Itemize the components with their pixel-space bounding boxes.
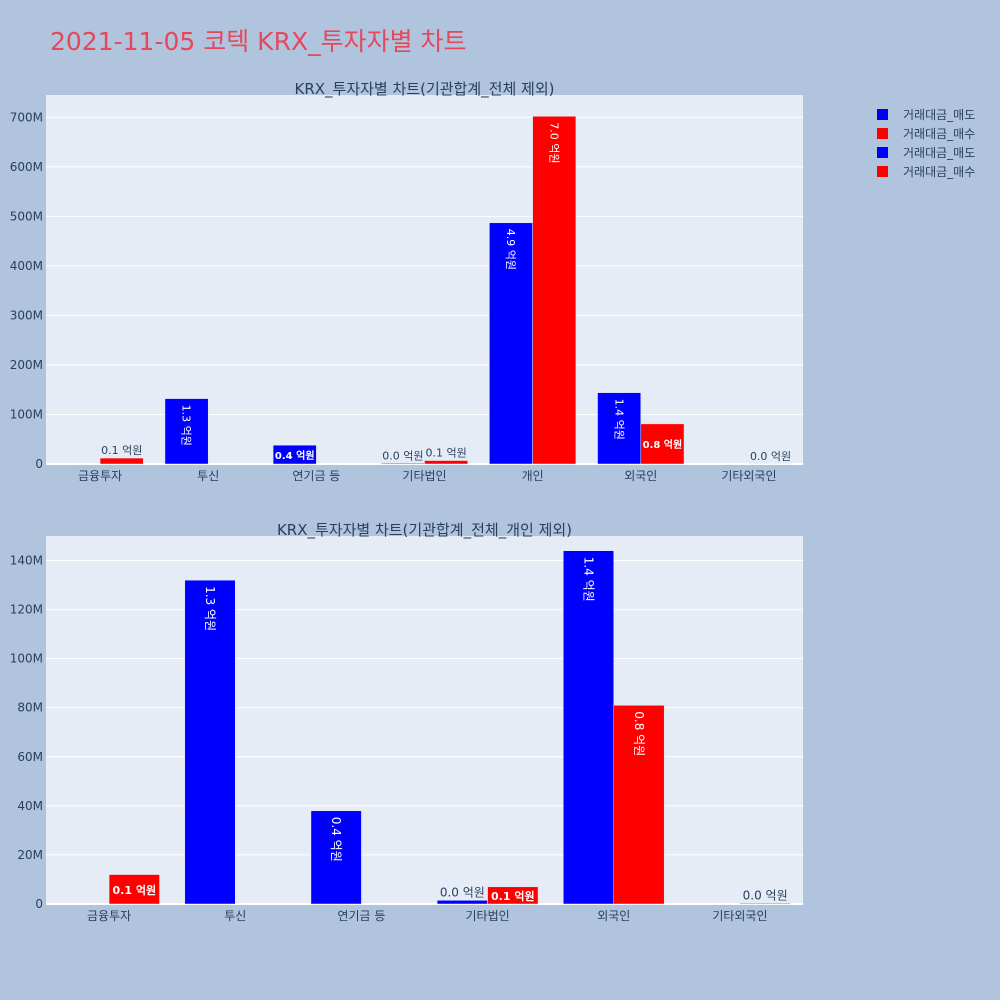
x-tick-label: 외국인 — [597, 909, 630, 923]
y-tick-label: 0 — [35, 897, 43, 911]
x-tick-label: 투신 — [197, 469, 219, 483]
x-tick-label: 연기금 등 — [337, 909, 385, 923]
data-label: 0.1 억원 — [426, 447, 467, 460]
y-tick-label: 60M — [17, 750, 43, 764]
y-tick-label: 0 — [35, 457, 43, 471]
bar — [613, 705, 665, 905]
x-tick-label: 외국인 — [624, 469, 657, 483]
y-tick-label: 140M — [10, 554, 43, 568]
y-tick-label: 500M — [10, 209, 43, 223]
plot-area — [46, 95, 803, 464]
page-title: 2021-11-05 코텍 KRX_투자자별 차트 — [50, 27, 467, 56]
bar — [310, 810, 362, 905]
legend-label: 거래대금_매도 — [903, 108, 975, 122]
data-label: 1.3 억원 — [203, 586, 217, 631]
bar — [532, 116, 577, 465]
y-tick-label: 80M — [17, 701, 43, 715]
legend-label: 거래대금_매수 — [903, 127, 975, 141]
bar — [380, 463, 425, 465]
data-label: 0.4 억원 — [275, 449, 315, 462]
bar — [184, 579, 236, 905]
x-tick-label: 투신 — [224, 909, 246, 923]
y-tick-label: 120M — [10, 603, 43, 617]
bar — [424, 460, 469, 465]
y-tick-label: 200M — [10, 358, 43, 372]
chart-2: 0 20M 40M 60M 80M 100M 120M 140M KRX_투자자별 차트(기관합… — [10, 521, 803, 923]
legend-swatch — [877, 128, 888, 139]
legend-swatch — [877, 166, 888, 177]
data-label: 0.1 억원 — [101, 444, 142, 457]
x-tick-label: 기타외국인 — [712, 909, 767, 923]
data-label: 1.3 억원 — [180, 405, 193, 446]
bar — [272, 444, 317, 465]
data-label: 0.8 억원 — [643, 438, 683, 451]
data-label: 1.4 억원 — [612, 399, 625, 440]
y-tick-label: 300M — [10, 308, 43, 322]
data-label: 0.0 억원 — [750, 450, 791, 463]
data-label: 0.4 억원 — [329, 817, 343, 862]
bar — [436, 900, 488, 905]
x-tick-label: 기타외국인 — [721, 469, 776, 483]
y-tick-label: 700M — [10, 110, 43, 124]
y-tick-label: 100M — [10, 407, 43, 421]
bar — [640, 423, 685, 465]
data-label: 4.9 억원 — [504, 229, 517, 270]
y-tick-label: 400M — [10, 259, 43, 273]
data-label: 1.4 억원 — [581, 557, 595, 602]
data-label: 0.1 억원 — [113, 883, 157, 897]
data-label: 7.0 억원 — [547, 122, 560, 163]
chart-title: KRX_투자자별 차트(기관합계_전체 제외) — [295, 80, 555, 99]
bar — [739, 903, 791, 905]
chart-1: 0 100M 200M 300M 400M 500M 600M 700M KRX_투자자별 차트… — [10, 80, 803, 483]
data-label: 0.0 억원 — [382, 449, 423, 462]
bar — [108, 874, 160, 905]
bar — [597, 392, 642, 465]
bar — [164, 398, 209, 465]
y-tick-label: 100M — [10, 652, 43, 666]
y-tick-label: 40M — [17, 799, 43, 813]
y-tick-label: 20M — [17, 848, 43, 862]
plot-area — [46, 536, 803, 904]
x-tick-label: 금융투자 — [78, 469, 122, 483]
x-tick-label: 기타법인 — [465, 909, 509, 923]
bar — [563, 550, 614, 905]
data-label: 0.0 억원 — [743, 888, 788, 902]
legend-label: 거래대금_매도 — [903, 146, 975, 160]
legend-label: 거래대금_매수 — [903, 165, 975, 179]
data-label: 0.1 억원 — [491, 889, 535, 903]
x-tick-label: 연기금 등 — [292, 469, 340, 483]
x-tick-label: 금융투자 — [87, 909, 131, 923]
data-label: 0.0 억원 — [440, 885, 485, 899]
x-tick-label: 기타법인 — [402, 469, 446, 483]
data-label: 0.8 억원 — [632, 711, 646, 756]
x-tick-label: 개인 — [522, 469, 544, 483]
bar — [99, 457, 144, 465]
legend-swatch — [877, 109, 888, 120]
legend-swatch — [877, 147, 888, 158]
y-tick-label: 600M — [10, 160, 43, 174]
chart-title: KRX_투자자별 차트(기관합계_전체_개인 제외) — [277, 521, 572, 540]
bar — [487, 886, 539, 905]
